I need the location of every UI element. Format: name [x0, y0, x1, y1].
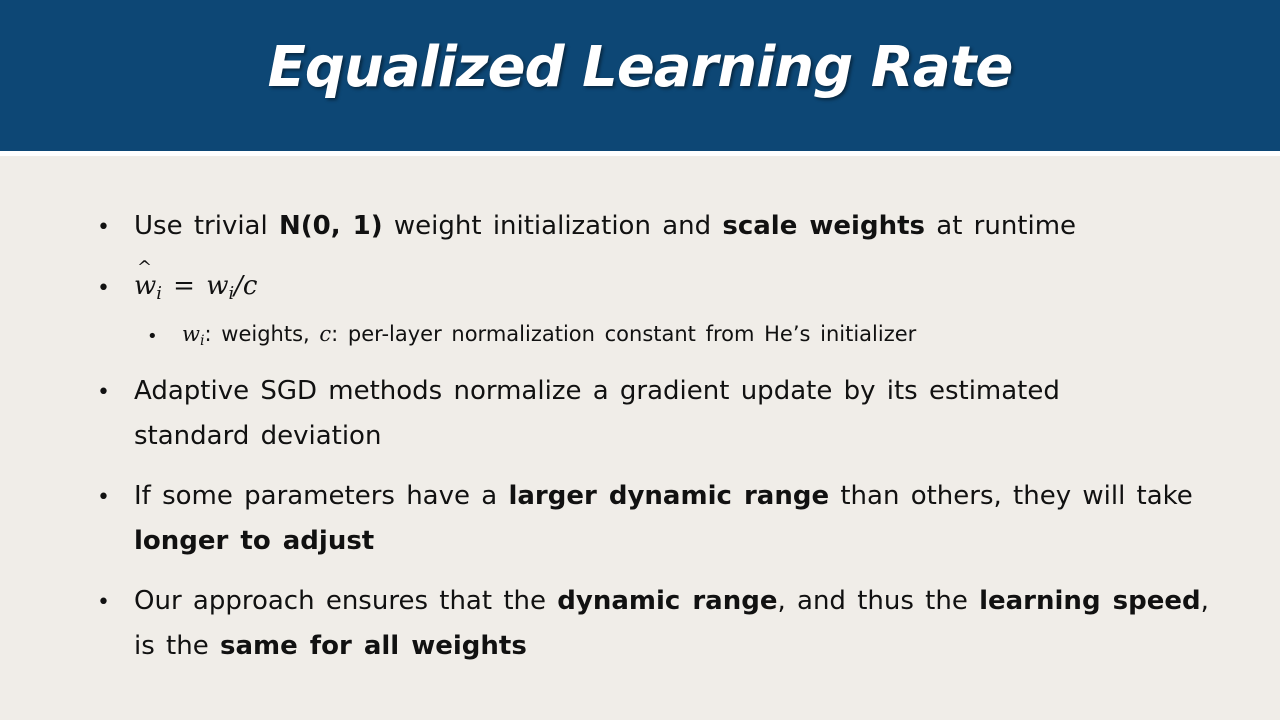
- text-run-bold: learning speed: [979, 586, 1201, 616]
- bullet-4-line-1: If some parameters have a larger dynamic…: [134, 483, 1193, 509]
- subscript: i: [199, 332, 205, 349]
- text-run-bold: larger dynamic range: [508, 481, 830, 511]
- text-run-bold: dynamic range: [557, 586, 778, 616]
- text-run: Our approach ensures that the: [134, 586, 558, 616]
- w-hat-symbol: w: [134, 259, 156, 299]
- bullet-3-line-1: Adaptive SGD methods normalize a gradien…: [134, 376, 1060, 406]
- w-symbol: w: [182, 322, 200, 346]
- text-run-bold: N(0, 1): [278, 211, 383, 241]
- slide-title: Equalized Learning Rate: [267, 35, 1014, 100]
- bullet-2-formula: wi = wi/c: [134, 259, 258, 304]
- text-run: If some parameters have a: [134, 481, 509, 511]
- bullet-4-line-2: longer to adjust: [134, 528, 374, 554]
- bullet-3-line-2: standard deviation: [134, 421, 382, 451]
- text-run: than others, they will take: [829, 481, 1193, 511]
- bullet-marker: •: [97, 215, 110, 240]
- text-run: : per-layer normalization constant from …: [331, 322, 917, 346]
- subscript: i: [228, 283, 235, 304]
- bullet-2-subline: wi: weights, c: per-layer normalization …: [182, 322, 917, 349]
- bullet-marker: •: [97, 485, 110, 510]
- text-run: , and thus the: [777, 586, 980, 616]
- bullet-marker: •: [97, 380, 110, 405]
- bullet-1-line-1: Use trivial N(0, 1) weight initializatio…: [134, 213, 1076, 239]
- title-divider: [0, 151, 1280, 156]
- text-run: at runtime: [925, 211, 1077, 241]
- text-run: ,: [1200, 586, 1209, 616]
- title-banner: [0, 0, 1280, 151]
- text-run: Use trivial: [134, 211, 279, 241]
- bullet-marker: •: [97, 590, 110, 615]
- text-run: is the: [134, 631, 220, 661]
- subscript: i: [156, 283, 162, 304]
- divide-by-c: /c: [234, 271, 258, 301]
- w-symbol: w: [206, 271, 229, 301]
- c-symbol: c: [319, 322, 332, 346]
- text-run: : weights,: [204, 322, 320, 346]
- bullet-5-line-1: Our approach ensures that the dynamic ra…: [134, 588, 1209, 614]
- text-run-bold: scale weights: [722, 211, 925, 241]
- text-run: weight initialization and: [382, 211, 723, 241]
- text-run-bold: longer to adjust: [134, 526, 375, 556]
- text-run-bold: same for all weights: [219, 631, 527, 661]
- bullet-marker: •: [97, 276, 110, 301]
- equals-sign: =: [161, 271, 207, 301]
- subbullet-marker: •: [147, 326, 158, 347]
- bullet-5-line-2: is the same for all weights: [134, 633, 527, 659]
